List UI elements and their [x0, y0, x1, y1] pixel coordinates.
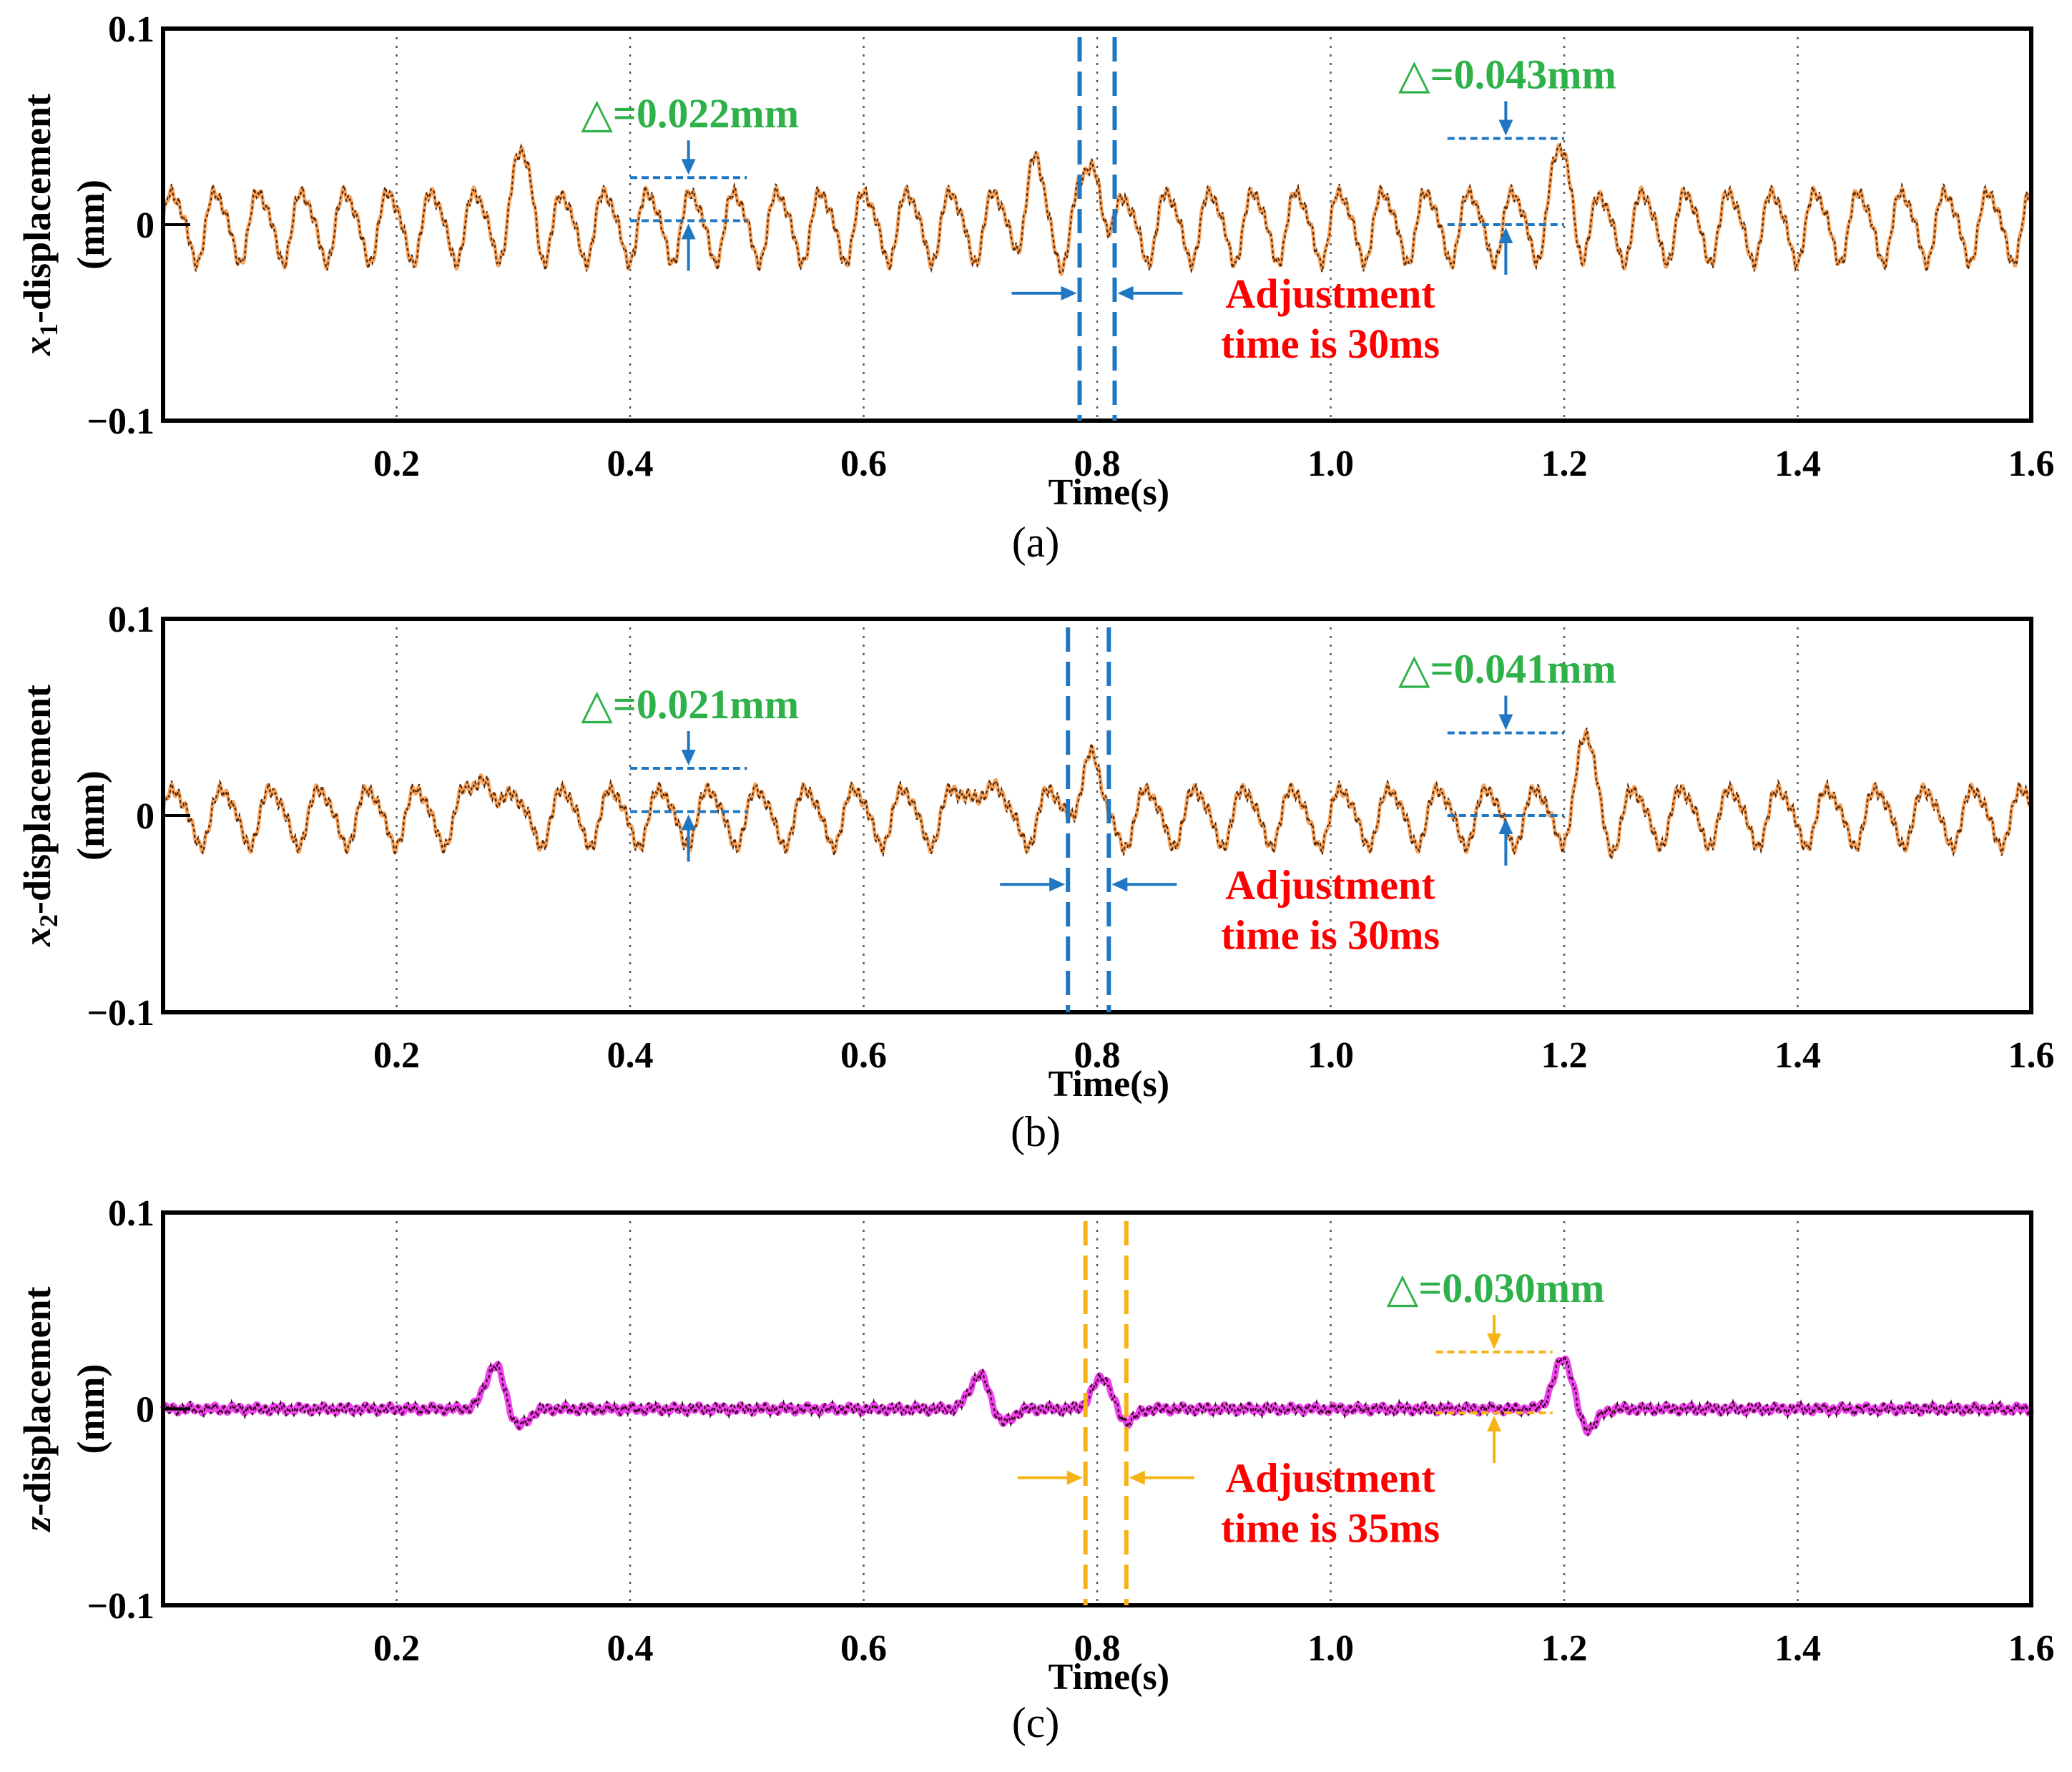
x-tick-label: 0.6: [840, 1035, 887, 1076]
delta-arrow-down: [1498, 714, 1513, 730]
x-axis-label: Time(s): [1049, 1657, 1169, 1698]
adjustment-label-line1: Adjustment: [1225, 861, 1435, 908]
y-axis-label-rest: -displacement: [16, 1286, 59, 1516]
adjustment-arrow-right: [1061, 285, 1077, 300]
series-line-measured: [162, 1354, 2033, 1437]
x-axis-label: Time(s): [1049, 1064, 1169, 1105]
delta-label: △=0.043mm: [1398, 51, 1616, 97]
x-tick-label: 0.8: [1074, 444, 1121, 484]
y-axis-unit: (mm): [69, 770, 112, 861]
delta-label: △=0.022mm: [581, 90, 799, 137]
y-axis-label-sub: 1: [34, 323, 63, 336]
y-tick-label: 0: [136, 205, 154, 246]
y-tick-label: 0.1: [108, 599, 154, 640]
adjustment-arrow-left: [1111, 877, 1128, 892]
panel-a: 0.1 0 −0.1 0.2 0.4 0.6 0.8 1.0 1.2 1.4 1.6 Time(s) x…: [16, 9, 2055, 566]
x-tick-label: 1.0: [1307, 444, 1354, 484]
x-tick-label: 0.4: [607, 1628, 654, 1669]
x-axis-label: Time(s): [1049, 472, 1169, 513]
delta-arrow-up: [681, 223, 696, 240]
delta-arrow-down: [1498, 119, 1513, 136]
y-tick-label: 0: [136, 1390, 154, 1431]
delta-label: △=0.021mm: [581, 681, 799, 728]
x-tick-label: 0.4: [607, 1035, 654, 1076]
y-axis-label-sub: 2: [34, 914, 63, 927]
series-line-response: [161, 729, 2033, 858]
y-tick-label: −0.1: [87, 993, 154, 1034]
x-tick-label: 1.0: [1307, 1035, 1354, 1076]
x-tick-label: 1.4: [1774, 1035, 1821, 1076]
x-tick-label: 0.6: [840, 1628, 887, 1669]
adjustment-label-line1: Adjustment: [1225, 1455, 1435, 1502]
adjustment-label-line1: Adjustment: [1225, 270, 1435, 317]
adjustment-label-line2: time is 30ms: [1221, 911, 1440, 958]
y-axis-label: x2-displacement: [16, 685, 63, 947]
series-line-response: [159, 1355, 2035, 1436]
delta-label: △=0.030mm: [1387, 1265, 1605, 1311]
y-axis-label-rest: -displacement: [16, 94, 59, 323]
delta-arrow-down: [681, 159, 696, 175]
x-tick-label: 0.2: [373, 1628, 420, 1669]
x-tick-label: 0.2: [373, 444, 420, 484]
panel-caption: (a): [1012, 519, 1060, 566]
delta-arrow-down: [1487, 1333, 1502, 1349]
y-tick-label: 0.1: [108, 9, 154, 50]
axes-frame: [161, 26, 2033, 423]
x-tick-label: 0.2: [373, 1035, 420, 1076]
y-axis-label-var: x: [16, 927, 59, 947]
y-axis-label: x1-displacement: [16, 94, 63, 356]
x-tick-label: 1.4: [1774, 1628, 1821, 1669]
x-tick-label: 0.4: [607, 444, 654, 484]
y-axis-label: z-displacement: [16, 1286, 59, 1532]
x-tick-label: 1.2: [1541, 1628, 1588, 1669]
x-tick-label: 1.2: [1541, 1035, 1588, 1076]
x-tick-label: 1.0: [1307, 1628, 1354, 1669]
x-tick-label: 0.8: [1074, 1035, 1121, 1076]
y-axis-unit: (mm): [69, 180, 112, 270]
y-tick-label: −0.1: [87, 401, 154, 442]
delta-arrow-up: [1487, 1415, 1502, 1431]
y-axis-unit: (mm): [69, 1364, 112, 1454]
axes-frame: [161, 617, 2033, 1014]
axes-frame: [161, 1210, 2033, 1607]
panel-c: 0.1 0 −0.1 0.2 0.4 0.6 0.8 1.0 1.2 1.4 1.6 Time(s) z…: [16, 1193, 2055, 1746]
adjustment-label-line2: time is 30ms: [1221, 320, 1440, 367]
series-line-measured: [162, 142, 2032, 274]
x-tick-label: 1.6: [2008, 1035, 2055, 1076]
panel-b: 0.1 0 −0.1 0.2 0.4 0.6 0.8 1.0 1.2 1.4 1.6 Time(s) x…: [16, 599, 2055, 1155]
delta-label: △=0.041mm: [1398, 646, 1616, 692]
delta-arrow-up: [1498, 818, 1513, 834]
adjustment-arrow-right: [1049, 877, 1066, 892]
delta-arrow-down: [681, 750, 696, 765]
x-tick-label: 1.6: [2008, 444, 2055, 484]
y-axis-label-var: z: [16, 1516, 59, 1532]
adjustment-arrow-left: [1129, 1470, 1145, 1485]
adjustment-label-line2: time is 35ms: [1221, 1505, 1440, 1552]
x-tick-label: 0.8: [1074, 1628, 1121, 1669]
x-tick-label: 1.2: [1541, 444, 1588, 484]
panel-caption: (b): [1011, 1108, 1061, 1155]
x-tick-label: 1.6: [2008, 1628, 2055, 1669]
y-axis-label-rest: -displacement: [16, 685, 59, 914]
y-tick-label: 0.1: [108, 1193, 154, 1234]
panel-caption: (c): [1012, 1699, 1060, 1746]
y-tick-label: 0: [136, 796, 154, 837]
x-tick-label: 1.4: [1774, 444, 1821, 484]
adjustment-arrow-right: [1066, 1470, 1083, 1485]
delta-arrow-up: [1498, 227, 1513, 243]
y-axis-label-var: x: [16, 336, 59, 356]
y-tick-label: −0.1: [87, 1586, 154, 1627]
adjustment-arrow-left: [1117, 285, 1134, 300]
delta-arrow-up: [681, 814, 696, 831]
x-tick-label: 0.6: [840, 444, 887, 484]
series-line-measured: [162, 728, 2033, 861]
